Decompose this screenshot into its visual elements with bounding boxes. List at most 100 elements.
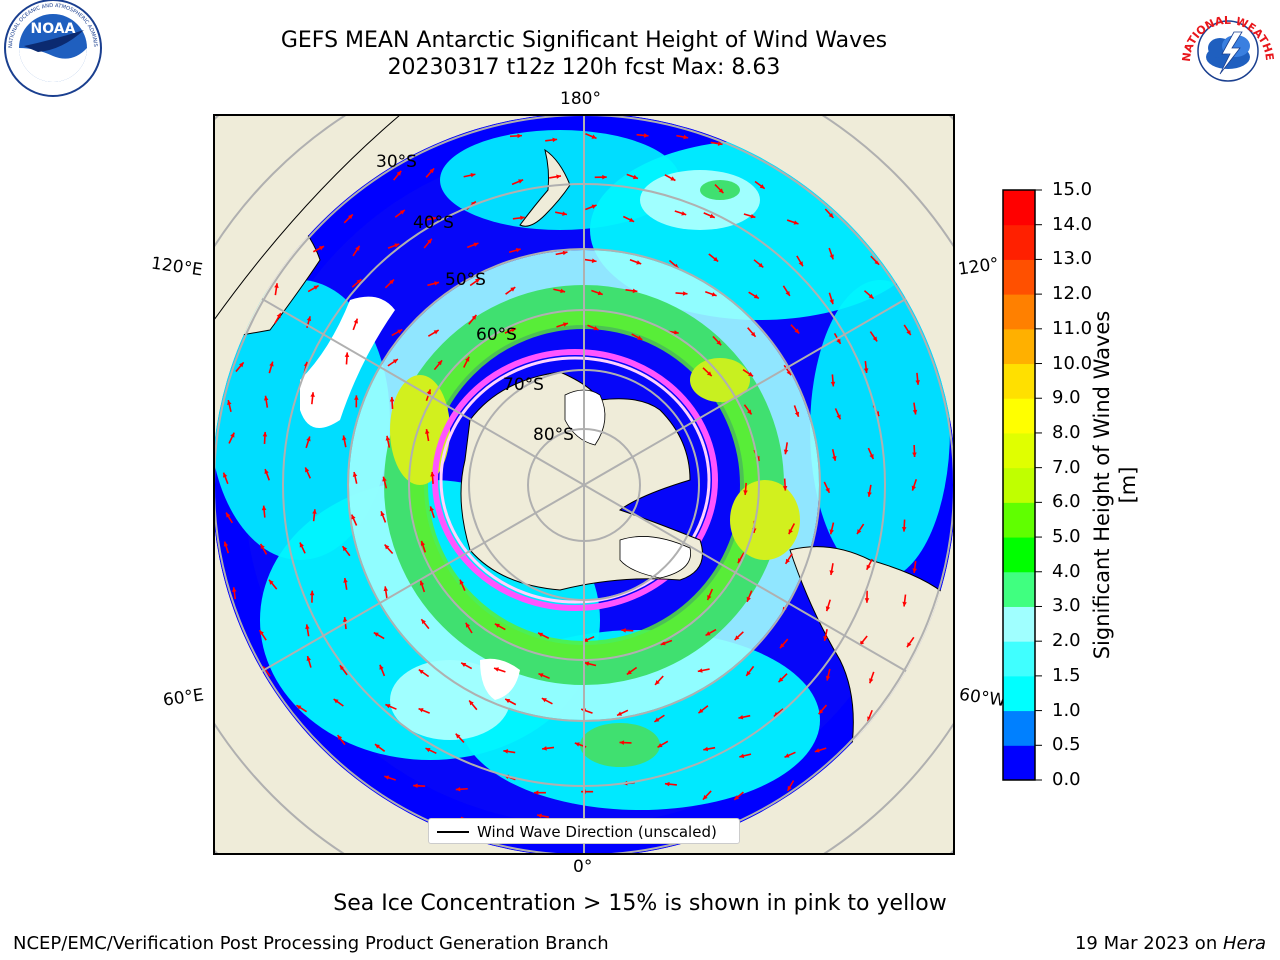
- chart-subtitle: 20230317 t12z 120h fcst Max: 8.63: [387, 55, 781, 80]
- wind-wave-arrow: [591, 289, 603, 296]
- lon-label-0: 0°: [573, 857, 593, 877]
- wind-wave-arrow: [384, 544, 394, 555]
- wind-wave-arrow: [425, 747, 437, 755]
- wind-wave-arrow: [626, 173, 639, 180]
- wind-wave-arrow: [869, 331, 878, 342]
- wind-wave-arrow: [264, 468, 271, 481]
- colorbar-segment: [1003, 467, 1035, 503]
- wind-wave-arrow: [788, 523, 796, 535]
- wind-wave-arrow: [493, 667, 506, 673]
- wind-wave-arrow: [227, 399, 232, 412]
- wind-wave-arrow: [259, 543, 268, 555]
- nws-logo: NATIONAL WEATHER SERVICE: [1178, 2, 1276, 97]
- wind-wave-arrow: [344, 352, 350, 365]
- colorbar-segment: [1003, 294, 1035, 330]
- wind-wave-arrow: [394, 209, 406, 218]
- wind-wave-arrow: [352, 245, 361, 257]
- colorbar-tick-label: 14.0: [1052, 213, 1093, 235]
- wind-wave-arrow: [915, 372, 920, 385]
- wind-wave-arrow: [743, 482, 748, 495]
- colorbar-tick-label: 1.0: [1052, 699, 1081, 721]
- lat-label-30: 30°S: [376, 152, 417, 172]
- colorbar-segment: [1003, 502, 1035, 538]
- wind-wave-arrow: [912, 402, 918, 415]
- wind-wave-arrow: [384, 278, 395, 289]
- wind-wave-arrow: [541, 697, 553, 705]
- wind-wave-arrow: [354, 395, 359, 408]
- wind-wave-arrow: [460, 662, 473, 670]
- colorbar-segment: [1003, 190, 1035, 226]
- wind-wave-arrow: [459, 579, 466, 591]
- wind-wave-arrow: [382, 476, 388, 489]
- legend-label: Wind Wave Direction (unscaled): [477, 823, 717, 841]
- wind-wave-arrow: [786, 780, 795, 792]
- wind-wave-arrow: [384, 775, 396, 781]
- wind-wave-arrow: [706, 588, 714, 601]
- wind-wave-arrow: [863, 290, 875, 300]
- wind-wave-arrow: [533, 790, 546, 795]
- wind-wave-arrow: [585, 204, 597, 211]
- wind-wave-arrow: [268, 579, 278, 590]
- wind-wave-arrow: [427, 281, 440, 287]
- wind-wave-arrow: [754, 180, 766, 190]
- wind-wave-arrow: [753, 259, 764, 269]
- wind-wave-arrow: [697, 668, 710, 673]
- wind-wave-arrow: [312, 509, 317, 522]
- wind-wave-arrow: [305, 624, 310, 637]
- wind-wave-arrow: [223, 541, 230, 554]
- wind-wave-arrow: [793, 405, 800, 417]
- wind-wave-arrow: [866, 709, 873, 722]
- footer-date-text: 19 Mar 2023 on: [1074, 933, 1223, 954]
- wind-wave-arrow: [619, 740, 632, 745]
- wind-wave-arrow: [306, 655, 312, 668]
- wind-wave-arrow: [584, 258, 597, 263]
- wind-wave-arrow: [339, 664, 348, 676]
- footer-credit: NCEP/EMC/Verification Post Processing Pr…: [13, 933, 609, 954]
- wind-wave-arrow: [867, 484, 872, 497]
- wind-wave-arrow: [336, 734, 346, 746]
- wind-wave-arrow: [509, 133, 523, 139]
- footer-date: 19 Mar 2023 on Hera: [1075, 933, 1266, 954]
- wind-wave-arrow: [305, 436, 311, 449]
- wind-wave-arrow: [235, 361, 245, 373]
- wind-wave-arrow: [549, 174, 562, 179]
- wind-wave-arrow: [823, 629, 828, 642]
- wind-wave-arrow: [779, 638, 789, 649]
- colorbar-tick-label: 3.0: [1052, 595, 1081, 617]
- colorbar-tick-label: 11.0: [1052, 317, 1093, 339]
- lon-label-180: 180°: [560, 89, 601, 109]
- wind-wave-arrow: [782, 478, 788, 491]
- colorbar-segment: [1003, 224, 1035, 260]
- wind-wave-arrow: [823, 481, 831, 494]
- wind-wave-arrow: [825, 599, 831, 612]
- colorbar-tick-label: 13.0: [1052, 248, 1093, 270]
- colorbar-tick-label: 10.0: [1052, 352, 1093, 374]
- wind-wave-arrow: [512, 215, 525, 221]
- wind-wave-arrow: [537, 632, 550, 639]
- wind-wave-arrow: [274, 283, 279, 296]
- colorbar-tick-label: 4.0: [1052, 560, 1081, 582]
- wind-wave-arrow: [814, 747, 827, 753]
- wind-wave-arrow: [636, 133, 649, 138]
- wind-wave-arrow: [504, 327, 517, 334]
- wind-wave-arrow: [555, 250, 568, 256]
- wind-wave-arrow: [425, 429, 430, 442]
- wind-wave-arrow: [796, 255, 804, 267]
- wind-wave-arrow: [834, 408, 842, 420]
- wind-wave-arrow: [783, 442, 789, 455]
- wind-wave-arrow: [545, 137, 558, 143]
- wind-wave-arrow: [420, 540, 427, 553]
- wind-wave-arrow: [312, 245, 325, 253]
- wind-wave-arrow: [911, 478, 918, 491]
- wind-wave-arrow: [389, 396, 395, 409]
- wind-wave-arrow: [538, 672, 550, 679]
- map-legend: Wind Wave Direction (unscaled): [428, 818, 740, 844]
- wind-wave-arrow: [380, 510, 387, 523]
- footer-machine: Hera: [1222, 933, 1266, 954]
- wind-wave-arrow: [584, 661, 597, 667]
- wind-wave-arrow: [734, 631, 744, 641]
- wind-wave-arrow: [425, 167, 435, 178]
- wind-wave-arrow: [263, 395, 269, 408]
- wind-wave-arrow: [423, 238, 433, 249]
